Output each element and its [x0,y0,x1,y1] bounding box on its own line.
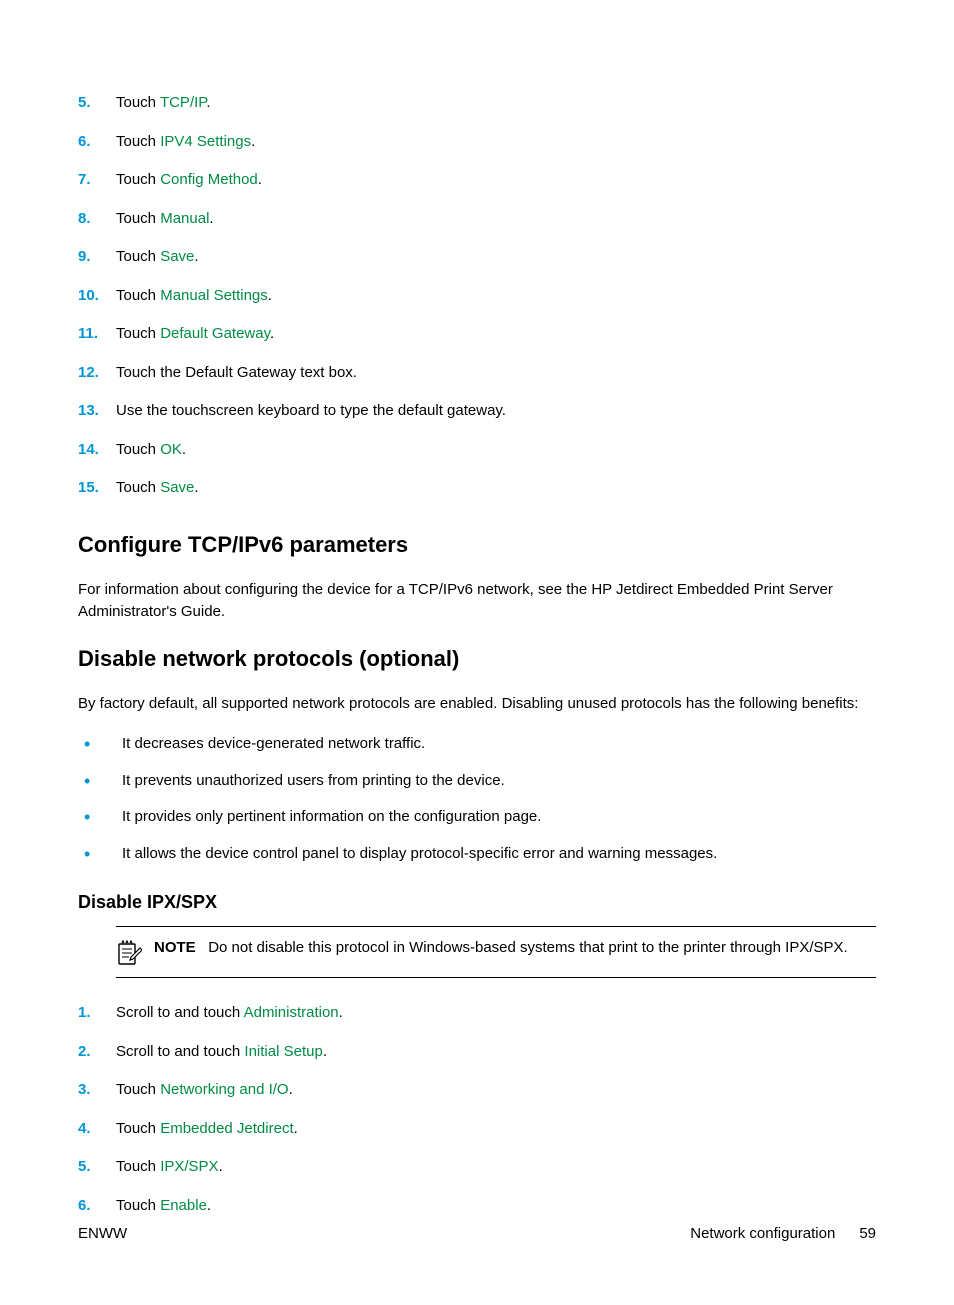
bullet-text: It decreases device-generated network tr… [122,733,876,756]
list-item: 1.Scroll to and touch Administration. [78,1002,876,1025]
ui-term: Enable [160,1197,207,1214]
bullet-icon: • [78,806,122,829]
ui-term: IPV4 Settings [160,133,251,150]
step-text: Touch TCP/IP. [116,92,876,115]
list-item: 15.Touch Save. [78,477,876,500]
heading-disable-protocols: Disable network protocols (optional) [78,642,876,675]
page-footer: ENWW Network configuration 59 [78,1223,876,1246]
list-item: •It decreases device-generated network t… [78,733,876,756]
ui-term: Save [160,479,194,496]
step-number: 11. [78,323,116,346]
note-text: NOTE Do not disable this protocol in Win… [154,937,876,960]
ui-term: TCP/IP [160,94,206,111]
bullet-icon: • [78,770,122,793]
ui-term: OK [160,441,182,458]
step-number: 5. [78,92,116,115]
step-text: Touch Save. [116,477,876,500]
step-text: Touch IPX/SPX. [116,1156,876,1179]
list-item: 9.Touch Save. [78,246,876,269]
paragraph: By factory default, all supported networ… [78,693,876,716]
step-number: 7. [78,169,116,192]
list-item: 13.Use the touchscreen keyboard to type … [78,400,876,423]
footer-left: ENWW [78,1223,127,1246]
ui-term: Embedded Jetdirect [160,1120,293,1137]
step-number: 9. [78,246,116,269]
bullet-icon: • [78,843,122,866]
ui-term: Administration [244,1004,339,1021]
footer-right: Network configuration 59 [690,1223,876,1246]
ui-term: Manual [160,210,209,227]
bullet-text: It prevents unauthorized users from prin… [122,770,876,793]
step-number: 2. [78,1041,116,1064]
step-text: Touch the Default Gateway text box. [116,362,876,385]
list-item: 6.Touch IPV4 Settings. [78,131,876,154]
ui-term: Networking and I/O [160,1081,288,1098]
step-text: Touch OK. [116,439,876,462]
document-page: 5.Touch TCP/IP. 6.Touch IPV4 Settings. 7… [0,0,954,1305]
list-item: 10.Touch Manual Settings. [78,285,876,308]
step-text: Touch Manual Settings. [116,285,876,308]
ui-term: Manual Settings [160,287,268,304]
list-item: 3.Touch Networking and I/O. [78,1079,876,1102]
list-item: 4.Touch Embedded Jetdirect. [78,1118,876,1141]
step-number: 10. [78,285,116,308]
footer-section: Network configuration [690,1223,835,1246]
list-item: 5.Touch TCP/IP. [78,92,876,115]
step-text: Touch Manual. [116,208,876,231]
list-item: 2.Scroll to and touch Initial Setup. [78,1041,876,1064]
bullet-icon: • [78,733,122,756]
list-item: 14.Touch OK. [78,439,876,462]
step-number: 6. [78,1195,116,1218]
footer-page-number: 59 [859,1223,876,1246]
step-text: Touch Embedded Jetdirect. [116,1118,876,1141]
step-number: 6. [78,131,116,154]
list-item: 6.Touch Enable. [78,1195,876,1218]
step-number: 12. [78,362,116,385]
list-item: •It prevents unauthorized users from pri… [78,770,876,793]
step-text: Touch Config Method. [116,169,876,192]
step-number: 8. [78,208,116,231]
step-text: Use the touchscreen keyboard to type the… [116,400,876,423]
step-text: Touch Default Gateway. [116,323,876,346]
ui-term: IPX/SPX [160,1158,218,1175]
paragraph: For information about configuring the de… [78,579,876,624]
ui-term: Save [160,248,194,265]
step-text: Scroll to and touch Initial Setup. [116,1041,876,1064]
steps-list-1: 5.Touch TCP/IP. 6.Touch IPV4 Settings. 7… [78,92,876,500]
step-text: Touch Networking and I/O. [116,1079,876,1102]
bullet-text: It allows the device control panel to di… [122,843,876,866]
heading-disable-ipx-spx: Disable IPX/SPX [78,889,876,916]
benefits-list: •It decreases device-generated network t… [78,733,876,865]
list-item: 5.Touch IPX/SPX. [78,1156,876,1179]
note-label: NOTE [154,939,196,956]
list-item: 7.Touch Config Method. [78,169,876,192]
list-item: •It provides only pertinent information … [78,806,876,829]
note-box: NOTE Do not disable this protocol in Win… [116,926,876,978]
step-text: Touch Enable. [116,1195,876,1218]
step-number: 3. [78,1079,116,1102]
list-item: 12.Touch the Default Gateway text box. [78,362,876,385]
note-icon [116,939,142,965]
step-number: 15. [78,477,116,500]
ui-term: Config Method [160,171,258,188]
step-text: Scroll to and touch Administration. [116,1002,876,1025]
bullet-text: It provides only pertinent information o… [122,806,876,829]
list-item: •It allows the device control panel to d… [78,843,876,866]
ui-term: Default Gateway [160,325,270,342]
list-item: 11.Touch Default Gateway. [78,323,876,346]
step-number: 14. [78,439,116,462]
step-number: 5. [78,1156,116,1179]
ui-term: Initial Setup [244,1043,322,1060]
step-number: 1. [78,1002,116,1025]
list-item: 8.Touch Manual. [78,208,876,231]
steps-list-2: 1.Scroll to and touch Administration. 2.… [78,1002,876,1217]
step-number: 13. [78,400,116,423]
heading-configure-tcp-ipv6: Configure TCP/IPv6 parameters [78,528,876,561]
step-number: 4. [78,1118,116,1141]
step-text: Touch Save. [116,246,876,269]
step-text: Touch IPV4 Settings. [116,131,876,154]
